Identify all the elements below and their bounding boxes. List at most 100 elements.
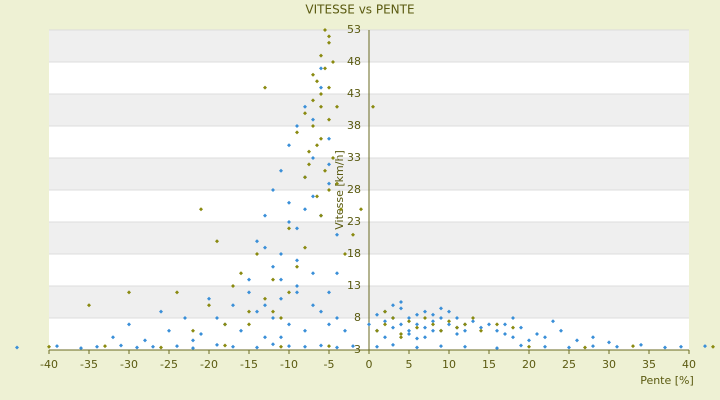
point	[263, 85, 267, 90]
point	[271, 277, 275, 282]
point	[215, 239, 219, 244]
point	[399, 300, 403, 304]
y-tick-label: 8	[354, 311, 361, 324]
point	[471, 316, 475, 320]
point	[527, 338, 531, 343]
y-tick-label: 33	[347, 151, 361, 164]
point	[391, 342, 395, 347]
point	[183, 316, 187, 320]
point	[207, 303, 211, 308]
point	[367, 322, 371, 327]
x-tick-label: 10	[442, 358, 456, 371]
point	[455, 325, 459, 330]
point	[287, 290, 291, 295]
point	[327, 290, 331, 295]
point	[311, 98, 315, 103]
x-tick-label: 5	[406, 358, 413, 371]
x-tick-label: -35	[80, 358, 98, 371]
point	[407, 328, 411, 333]
point	[391, 303, 395, 308]
point	[615, 344, 619, 349]
point	[199, 332, 203, 336]
point	[423, 325, 427, 330]
point	[295, 226, 299, 231]
point	[527, 344, 531, 349]
point	[559, 328, 563, 333]
point	[423, 316, 427, 320]
point	[263, 296, 267, 301]
point	[423, 335, 427, 340]
point	[255, 239, 259, 244]
point	[271, 264, 275, 269]
point	[439, 344, 443, 349]
point	[303, 175, 307, 180]
point	[295, 124, 299, 128]
point	[319, 136, 323, 141]
point	[15, 345, 19, 350]
point	[487, 322, 491, 327]
point	[135, 345, 139, 350]
point	[463, 328, 467, 333]
point	[287, 200, 291, 205]
point	[415, 345, 419, 350]
point	[335, 316, 339, 320]
point	[319, 213, 323, 218]
point	[399, 335, 403, 340]
point	[583, 345, 587, 350]
point	[543, 344, 547, 349]
point	[591, 344, 595, 349]
point	[327, 40, 331, 45]
point	[215, 316, 219, 320]
point	[383, 322, 387, 327]
point	[159, 345, 163, 350]
point	[343, 328, 347, 333]
x-tick-label: 20	[522, 358, 536, 371]
point	[311, 194, 315, 199]
point	[271, 342, 275, 347]
point	[247, 290, 251, 295]
point	[79, 346, 83, 351]
point	[335, 271, 339, 276]
point	[295, 264, 299, 269]
point	[87, 303, 91, 308]
point	[339, 207, 343, 212]
x-tick-label: 30	[602, 358, 616, 371]
point	[479, 328, 483, 333]
point	[495, 328, 499, 333]
point	[407, 332, 411, 336]
point	[431, 328, 435, 333]
point	[319, 309, 323, 314]
point	[319, 104, 323, 109]
point	[263, 303, 267, 308]
point	[319, 66, 323, 71]
point	[567, 345, 571, 350]
point	[455, 316, 459, 320]
point	[511, 316, 515, 320]
point	[439, 328, 443, 333]
chart-title: VITESSE vs PENTE	[305, 3, 414, 17]
point	[495, 322, 499, 327]
point	[319, 92, 323, 96]
point	[143, 338, 147, 343]
point	[463, 344, 467, 349]
point	[391, 325, 395, 330]
x-tick-label: -40	[40, 358, 58, 371]
point	[247, 309, 251, 314]
point	[371, 104, 375, 109]
point	[263, 335, 267, 340]
point	[127, 322, 131, 327]
point	[119, 343, 123, 348]
point	[335, 104, 339, 109]
point	[607, 340, 611, 345]
x-tick-label: -20	[200, 358, 218, 371]
point	[327, 162, 331, 167]
x-tick-label: 35	[642, 358, 656, 371]
point	[295, 290, 299, 295]
point	[303, 245, 307, 250]
point	[247, 277, 251, 282]
x-tick-label: 0	[366, 358, 373, 371]
point	[191, 346, 195, 351]
point	[359, 207, 363, 212]
point	[315, 194, 319, 199]
